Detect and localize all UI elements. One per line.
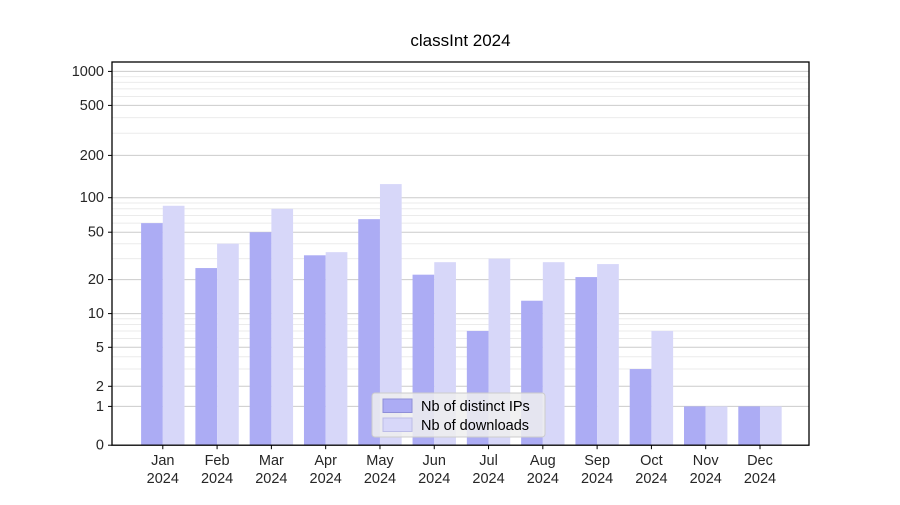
svg-text:2024: 2024	[581, 471, 613, 487]
svg-text:100: 100	[80, 190, 104, 206]
svg-text:Nb of downloads: Nb of downloads	[421, 418, 529, 434]
svg-text:2024: 2024	[418, 471, 450, 487]
svg-text:2024: 2024	[310, 471, 342, 487]
svg-text:2024: 2024	[472, 471, 504, 487]
svg-text:Nov: Nov	[693, 453, 720, 469]
svg-text:classInt 2024: classInt 2024	[410, 31, 510, 50]
svg-text:Jan: Jan	[151, 453, 174, 469]
svg-text:1000: 1000	[72, 64, 104, 80]
svg-text:2024: 2024	[201, 471, 233, 487]
svg-text:Feb: Feb	[205, 453, 230, 469]
svg-text:Oct: Oct	[640, 453, 663, 469]
svg-text:0: 0	[96, 438, 104, 454]
svg-text:2024: 2024	[744, 471, 776, 487]
svg-text:2: 2	[96, 379, 104, 395]
svg-text:May: May	[366, 453, 394, 469]
svg-text:200: 200	[80, 148, 104, 164]
svg-text:Apr: Apr	[314, 453, 337, 469]
svg-text:20: 20	[88, 272, 104, 288]
svg-text:Dec: Dec	[747, 453, 773, 469]
svg-text:2024: 2024	[255, 471, 287, 487]
svg-text:2024: 2024	[364, 471, 396, 487]
svg-text:Sep: Sep	[584, 453, 610, 469]
svg-text:2024: 2024	[690, 471, 722, 487]
svg-text:Jun: Jun	[423, 453, 446, 469]
svg-text:10: 10	[88, 306, 104, 322]
svg-text:Nb of distinct IPs: Nb of distinct IPs	[421, 399, 530, 415]
svg-text:1: 1	[96, 399, 104, 415]
svg-text:Jul: Jul	[479, 453, 498, 469]
svg-text:Aug: Aug	[530, 453, 556, 469]
svg-text:2024: 2024	[147, 471, 179, 487]
svg-text:2024: 2024	[635, 471, 667, 487]
svg-text:2024: 2024	[527, 471, 559, 487]
svg-text:50: 50	[88, 225, 104, 241]
svg-text:Mar: Mar	[259, 453, 284, 469]
svg-text:500: 500	[80, 98, 104, 114]
svg-text:5: 5	[96, 340, 104, 356]
